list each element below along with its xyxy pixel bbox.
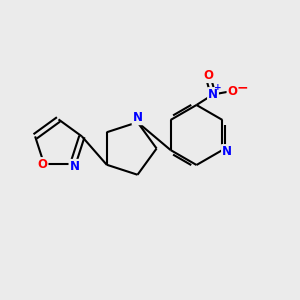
Text: +: + [214,83,222,92]
Text: N: N [133,111,142,124]
Text: N: N [222,145,232,158]
Text: O: O [227,85,238,98]
Text: O: O [38,158,47,171]
Text: O: O [203,69,214,82]
Text: N: N [208,88,218,101]
Text: −: − [236,80,248,94]
Text: N: N [70,160,80,173]
